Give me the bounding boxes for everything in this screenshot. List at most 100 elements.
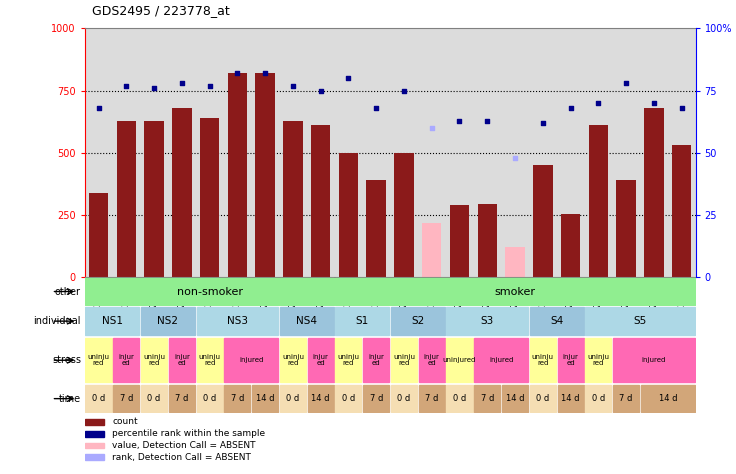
Bar [530,307,584,335]
Bar [280,385,306,412]
Bar [367,180,386,277]
Bar [308,385,333,412]
Bar [394,153,414,277]
Text: uninju
red: uninju red [393,355,415,366]
Text: 7 d: 7 d [175,394,188,403]
Text: other: other [55,286,81,297]
Bar [589,126,608,277]
Text: injur
ed: injur ed [424,355,439,366]
Bar [363,338,389,382]
Text: uninju
red: uninju red [532,355,553,366]
Text: injur
ed: injur ed [368,355,384,366]
Text: 7 d: 7 d [120,394,133,403]
Bar [197,307,278,335]
Bar [478,204,497,277]
Text: injur
ed: injur ed [118,355,134,366]
Text: 14 d: 14 d [506,394,524,403]
Text: 14 d: 14 d [256,394,275,403]
Text: 14 d: 14 d [311,394,330,403]
Text: 0 d: 0 d [397,394,411,403]
Text: injur
ed: injur ed [313,355,328,366]
Bar [169,338,195,382]
Bar [336,307,389,335]
Bar [613,338,695,382]
Point [259,70,271,77]
Point [315,87,327,94]
Bar [113,338,139,382]
Text: uninju
red: uninju red [88,355,110,366]
Bar [200,118,219,277]
Text: injur
ed: injur ed [562,355,578,366]
Point [676,104,687,112]
Point [231,70,243,77]
Text: 14 d: 14 d [659,394,677,403]
Text: 0 d: 0 d [286,394,300,403]
Bar [447,385,473,412]
Bar [280,307,333,335]
Bar [391,307,445,335]
Bar [141,307,195,335]
Bar [311,126,330,277]
Bar [141,385,167,412]
Bar [85,385,112,412]
Text: uninju
red: uninju red [199,355,221,366]
Text: uninju
red: uninju red [587,355,609,366]
Point [93,104,105,112]
Bar [363,385,389,412]
Text: 7 d: 7 d [620,394,633,403]
Text: injured: injured [489,357,513,363]
Bar [227,73,247,277]
Bar [116,120,136,277]
Bar [530,385,556,412]
Bar [280,338,306,382]
Bar [641,385,695,412]
Bar [422,223,442,277]
Text: 7 d: 7 d [481,394,494,403]
Text: uninju
red: uninju red [337,355,359,366]
Bar [336,278,695,305]
Bar [252,385,278,412]
Text: 7 d: 7 d [230,394,244,403]
Text: S2: S2 [411,316,425,326]
Bar [391,338,417,382]
Bar [85,443,104,448]
Text: NS3: NS3 [227,316,248,326]
Bar [144,120,164,277]
Bar [557,385,584,412]
Text: 0 d: 0 d [453,394,466,403]
Bar [585,307,695,335]
Bar [172,108,191,277]
Bar [224,385,250,412]
Text: uninjured: uninjured [443,357,476,363]
Text: individual: individual [33,316,81,326]
Bar [585,385,612,412]
Bar [474,385,500,412]
Bar [644,108,664,277]
Text: non-smoker: non-smoker [177,286,243,297]
Bar [506,247,525,277]
Point [176,80,188,87]
Bar [85,455,104,460]
Bar [672,146,691,277]
Bar [85,338,112,382]
Bar [561,214,580,277]
Text: value, Detection Call = ABSENT: value, Detection Call = ABSENT [113,441,256,450]
Bar [141,338,167,382]
Text: 0 d: 0 d [203,394,216,403]
Text: 0 d: 0 d [342,394,355,403]
Text: percentile rank within the sample: percentile rank within the sample [113,429,266,438]
Text: injur
ed: injur ed [174,355,190,366]
Text: 7 d: 7 d [369,394,383,403]
Text: NS4: NS4 [297,316,317,326]
Text: NS1: NS1 [102,316,123,326]
Text: uninju
red: uninju red [282,355,304,366]
Bar [450,205,470,277]
Bar [391,385,417,412]
Text: GDS2495 / 223778_at: GDS2495 / 223778_at [92,4,230,17]
Bar [474,338,528,382]
Text: rank, Detection Call = ABSENT: rank, Detection Call = ABSENT [113,453,251,462]
Point [287,82,299,90]
Bar [197,338,223,382]
Bar [447,338,473,382]
Bar [308,338,333,382]
